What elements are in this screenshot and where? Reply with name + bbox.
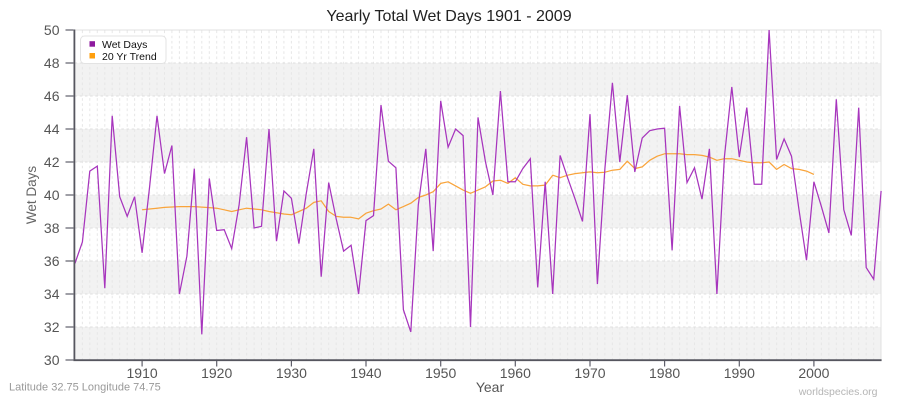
svg-text:1930: 1930 xyxy=(276,365,307,381)
svg-text:1960: 1960 xyxy=(500,365,531,381)
svg-text:Wet Days: Wet Days xyxy=(24,166,39,225)
svg-text:42: 42 xyxy=(44,154,60,170)
svg-text:36: 36 xyxy=(44,253,60,269)
svg-text:1950: 1950 xyxy=(425,365,456,381)
svg-text:20 Yr Trend: 20 Yr Trend xyxy=(102,51,157,63)
svg-text:Wet Days: Wet Days xyxy=(102,39,147,51)
svg-text:44: 44 xyxy=(44,121,60,137)
svg-text:38: 38 xyxy=(44,220,60,236)
svg-text:34: 34 xyxy=(44,286,60,302)
svg-text:Latitude 32.75 Longitude 74.75: Latitude 32.75 Longitude 74.75 xyxy=(9,382,161,394)
svg-text:1920: 1920 xyxy=(201,365,232,381)
svg-text:50: 50 xyxy=(44,22,60,38)
svg-text:40: 40 xyxy=(44,187,60,203)
svg-text:46: 46 xyxy=(44,88,60,104)
svg-text:Yearly Total Wet Days 1901 - 2: Yearly Total Wet Days 1901 - 2009 xyxy=(326,8,571,25)
svg-text:1970: 1970 xyxy=(574,365,605,381)
svg-text:32: 32 xyxy=(44,319,60,335)
svg-text:1980: 1980 xyxy=(649,365,680,381)
svg-text:2000: 2000 xyxy=(798,365,829,381)
svg-text:1940: 1940 xyxy=(350,365,381,381)
svg-text:worldspecies.org: worldspecies.org xyxy=(798,386,878,398)
svg-text:Year: Year xyxy=(476,379,505,395)
svg-text:30: 30 xyxy=(44,352,60,368)
svg-text:1910: 1910 xyxy=(127,365,158,381)
svg-text:48: 48 xyxy=(44,55,60,71)
svg-text:1990: 1990 xyxy=(724,365,755,381)
